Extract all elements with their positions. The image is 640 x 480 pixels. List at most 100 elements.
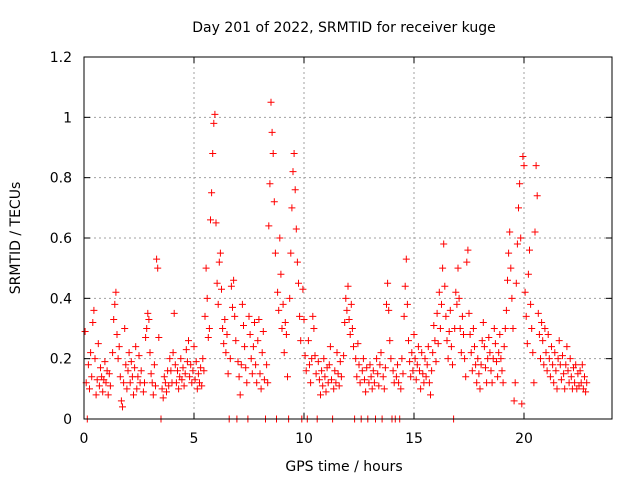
data-point — [92, 391, 100, 399]
data-point — [336, 358, 344, 366]
data-point — [478, 337, 486, 345]
data-point — [182, 346, 190, 354]
data-point — [374, 370, 382, 378]
data-point — [361, 376, 368, 384]
data-point — [454, 264, 462, 272]
data-point — [495, 349, 503, 357]
data-point — [238, 300, 246, 308]
data-point — [191, 376, 199, 384]
data-point — [226, 355, 234, 363]
data-point — [216, 249, 224, 257]
x-tick-label: 15 — [405, 431, 423, 447]
data-point — [186, 373, 194, 381]
data-point — [441, 282, 449, 290]
data-point — [452, 288, 460, 296]
data-point — [540, 361, 548, 369]
data-point — [347, 300, 355, 308]
data-point — [289, 168, 297, 176]
data-point — [363, 364, 371, 372]
data-point — [348, 325, 356, 332]
data-point — [116, 373, 124, 381]
data-point — [231, 312, 239, 320]
y-tick-label: 1.2 — [50, 50, 72, 66]
data-point — [517, 234, 525, 242]
data-point — [185, 337, 192, 345]
data-point — [464, 246, 472, 254]
data-point — [269, 150, 277, 158]
data-point — [174, 367, 181, 375]
data-point — [406, 358, 414, 366]
data-point — [125, 349, 133, 357]
data-point — [511, 379, 519, 387]
data-point — [311, 352, 319, 360]
data-point — [180, 382, 188, 390]
data-point — [342, 294, 350, 302]
data-point — [260, 376, 268, 384]
data-point — [153, 255, 161, 263]
data-point — [193, 385, 201, 393]
data-point — [428, 367, 436, 375]
data-point — [411, 355, 419, 363]
data-point — [403, 300, 411, 308]
data-point — [299, 285, 307, 293]
data-point — [252, 361, 260, 369]
data-point — [550, 379, 558, 387]
data-point — [534, 309, 542, 317]
data-point — [300, 315, 308, 323]
data-point — [208, 189, 216, 197]
data-point — [200, 367, 208, 375]
data-point — [457, 349, 465, 357]
data-point — [144, 309, 152, 317]
data-point — [326, 343, 334, 351]
data-point — [319, 382, 327, 390]
data-point — [405, 337, 412, 345]
data-point — [304, 337, 312, 345]
data-point — [546, 373, 554, 381]
data-point — [521, 288, 529, 296]
data-point — [354, 340, 362, 348]
data-point — [578, 361, 586, 369]
data-point — [494, 373, 502, 381]
data-point — [97, 364, 104, 372]
x-tick-labels: 0 5 10 15 20 — [80, 431, 533, 447]
data-point — [491, 340, 499, 348]
data-point — [159, 394, 167, 402]
data-point — [346, 331, 354, 339]
data-point — [486, 349, 494, 357]
data-point — [375, 382, 383, 390]
data-point — [352, 355, 360, 363]
data-point — [436, 325, 444, 332]
data-point — [344, 282, 352, 290]
data-point — [500, 343, 508, 351]
data-point — [258, 349, 266, 357]
data-point — [461, 355, 469, 363]
data-point — [541, 325, 549, 332]
data-point — [150, 361, 158, 369]
data-point — [386, 337, 394, 345]
data-point — [504, 276, 511, 284]
x-tick-label: 5 — [190, 431, 199, 447]
data-point — [332, 379, 340, 387]
data-point — [240, 321, 247, 329]
x-tick-label: 0 — [80, 431, 89, 447]
data-point — [133, 385, 141, 393]
data-point — [280, 349, 288, 357]
data-point — [227, 282, 235, 290]
data-point — [248, 370, 256, 378]
data-point — [306, 361, 313, 369]
data-point — [423, 361, 431, 369]
data-point — [141, 379, 148, 387]
data-point — [410, 331, 418, 339]
data-point — [440, 240, 448, 248]
data-point — [149, 391, 157, 399]
data-point — [331, 367, 339, 375]
data-point — [407, 373, 415, 381]
data-point — [134, 373, 142, 381]
data-point — [259, 328, 267, 336]
data-point — [367, 373, 375, 381]
data-point — [447, 343, 455, 351]
data-point — [400, 312, 408, 320]
data-point — [265, 222, 273, 230]
data-point — [187, 361, 195, 369]
data-point — [519, 153, 527, 161]
